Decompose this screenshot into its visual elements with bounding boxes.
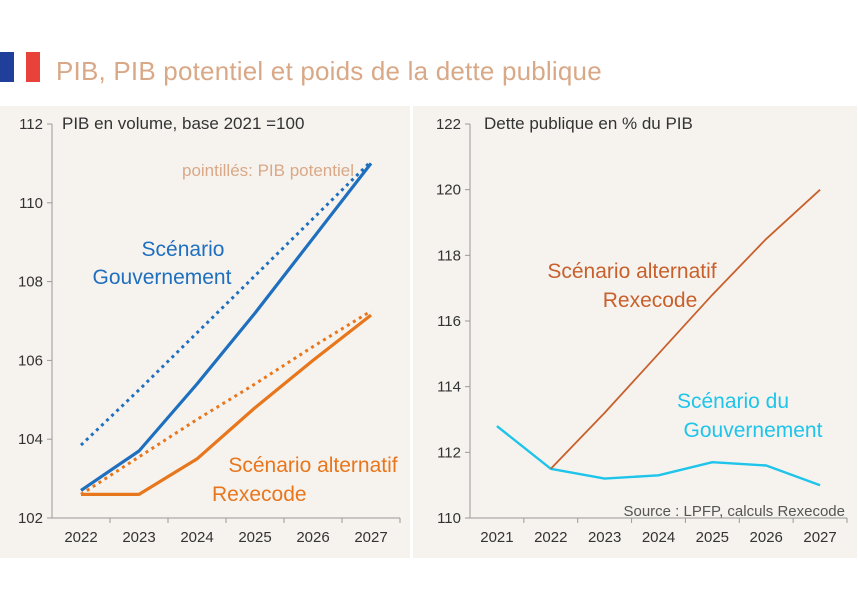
x-tick-label: 2027 xyxy=(803,529,836,546)
flag-band-white xyxy=(14,52,26,82)
y-tick-label: 112 xyxy=(437,444,461,461)
flag-band-red xyxy=(26,52,40,82)
y-tick-label: 106 xyxy=(18,352,43,369)
france-flag-icon xyxy=(0,52,40,82)
chart-title: PIB en volume, base 2021 =100 xyxy=(62,114,304,133)
series-line-gouvernement-solid xyxy=(80,162,373,492)
chart-source: Source : LPFP, calculs Rexecode xyxy=(623,503,845,520)
label-scenario-gouvernement-2: Gouvernement xyxy=(93,266,232,289)
page-title: PIB, PIB potentiel et poids de la dette … xyxy=(56,56,602,86)
y-tick-label: 108 xyxy=(18,274,43,291)
y-tick-label: 112 xyxy=(19,116,43,133)
series-line-rexecode_debt xyxy=(550,189,821,470)
label-scenario-gouvernement-1: Scénario du xyxy=(677,390,789,413)
y-tick-label: 110 xyxy=(19,195,43,212)
label-scenario-rexecode-2: Rexecode xyxy=(212,483,307,506)
x-tick-label: 2022 xyxy=(64,529,97,546)
chart-title: Dette publique en % du PIB xyxy=(484,114,693,133)
x-tick-label: 2023 xyxy=(122,529,155,546)
y-tick-label: 102 xyxy=(18,510,43,527)
y-tick-label: 114 xyxy=(437,379,461,396)
x-tick-label: 2021 xyxy=(480,529,513,546)
label-scenario-gouvernement-1: Scénario xyxy=(142,238,225,261)
series-line-rexecode-dotted xyxy=(80,309,372,496)
series-line-gouvernement-dotted xyxy=(79,160,373,447)
y-tick-label: 120 xyxy=(436,182,461,199)
y-tick-label: 116 xyxy=(437,313,461,330)
gdp-chart: 102 104 106 108 110 112 2022 2023 2024 2025 2026 20… xyxy=(18,114,401,546)
x-tick-label: 2025 xyxy=(696,529,729,546)
x-tick-label: 2024 xyxy=(642,529,675,546)
chart-note-potentiel: pointillés: PIB potentiel xyxy=(182,161,354,180)
label-scenario-rexecode-2: Rexecode xyxy=(603,289,698,312)
flag-band-blue xyxy=(0,52,14,82)
label-scenario-gouvernement-2: Gouvernement xyxy=(684,419,823,442)
y-tick-label: 110 xyxy=(437,510,461,527)
y-tick-label: 118 xyxy=(437,247,461,264)
label-scenario-rexecode-1: Scénario alternatif xyxy=(228,454,397,477)
x-tick-label: 2022 xyxy=(534,529,567,546)
gdp-chart-panel: 102 104 106 108 110 112 2022 2023 2024 2025 2026 20… xyxy=(0,106,410,558)
debt-chart-panel: 110 112 114 116 118 120 122 2021 2022 2023 2024 202… xyxy=(413,106,857,558)
debt-chart: 110 112 114 116 118 120 122 2021 2022 2023 2024 202… xyxy=(436,114,848,546)
x-tick-label: 2023 xyxy=(588,529,621,546)
series-line-gouvernement_debt xyxy=(496,425,821,487)
y-tick-label: 122 xyxy=(436,116,461,133)
x-tick-label: 2027 xyxy=(354,529,387,546)
label-scenario-rexecode-1: Scénario alternatif xyxy=(547,260,716,283)
x-tick-label: 2026 xyxy=(296,529,329,546)
x-tick-label: 2026 xyxy=(750,529,783,546)
series-line-rexecode-solid xyxy=(81,313,372,496)
x-tick-label: 2025 xyxy=(238,529,271,546)
y-tick-label: 104 xyxy=(18,431,43,448)
x-tick-label: 2024 xyxy=(180,529,213,546)
